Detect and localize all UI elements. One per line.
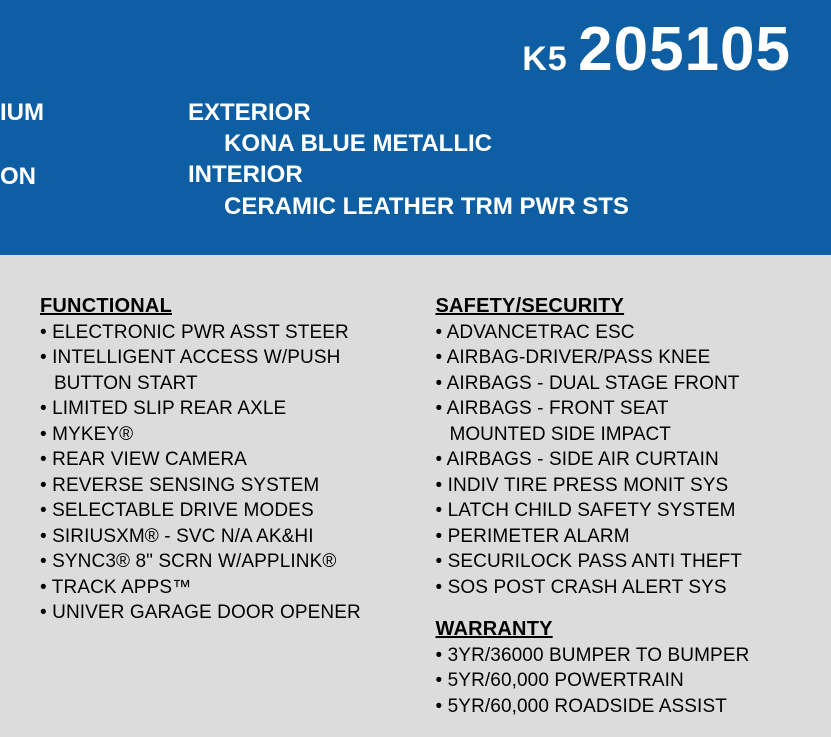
left-column: FUNCTIONAL ELECTRONIC PWR ASST STEER INT… [40,295,436,737]
list-item: ADVANCETRAC ESC [436,320,831,345]
list-item: UNIVER GARAGE DOOR OPENER [40,600,436,625]
list-item: 5YR/60,000 POWERTRAIN [436,668,831,693]
header-code-block: K5 205105 [0,10,831,85]
left-cut-text: IUM ON [0,97,188,191]
list-item: REVERSE SENSING SYSTEM [40,473,436,498]
list-item: ELECTRONIC PWR ASST STEER [40,320,436,345]
safety-title: SAFETY/SECURITY [436,295,831,318]
list-item: SELECTABLE DRIVE MODES [40,498,436,523]
list-item: TRACK APPS™ [40,575,436,600]
right-column: SAFETY/SECURITY ADVANCETRAC ESC AIRBAG-D… [436,295,831,737]
list-item: MYKEY® [40,422,436,447]
code-number: 205105 [578,14,791,85]
fragment-line-1: IUM [0,97,188,127]
list-item: PERIMETER ALARM [436,524,831,549]
interior-value: CERAMIC LEATHER TRM PWR STS [224,191,629,222]
list-item-cont: MOUNTED SIDE IMPACT [436,422,831,447]
list-item: SYNC3® 8" SCRN W/APPLINK® [40,549,436,574]
list-item: 3YR/36000 BUMPER TO BUMPER [436,643,831,668]
header-banner: K5 205105 IUM ON EXTERIOR KONA BLUE META… [0,0,831,255]
warranty-section: WARRANTY 3YR/36000 BUMPER TO BUMPER 5YR/… [436,618,831,719]
list-item: INDIV TIRE PRESS MONIT SYS [436,473,831,498]
spec-block: EXTERIOR KONA BLUE METALLIC INTERIOR CER… [188,97,629,222]
list-item: AIRBAGS - FRONT SEAT [436,396,831,421]
functional-title: FUNCTIONAL [40,295,436,318]
list-item: AIRBAGS - SIDE AIR CURTAIN [436,447,831,472]
list-item: SOS POST CRASH ALERT SYS [436,575,831,600]
list-item-cont: BUTTON START [40,371,436,396]
exterior-label: EXTERIOR [188,97,629,128]
interior-label: INTERIOR [188,159,629,190]
list-item: SECURILOCK PASS ANTI THEFT [436,549,831,574]
code-prefix: K5 [522,40,567,79]
functional-section: FUNCTIONAL ELECTRONIC PWR ASST STEER INT… [40,295,436,625]
list-item: INTELLIGENT ACCESS W/PUSH [40,345,436,370]
list-item: LATCH CHILD SAFETY SYSTEM [436,498,831,523]
safety-section: SAFETY/SECURITY ADVANCETRAC ESC AIRBAG-D… [436,295,831,600]
list-item: AIRBAGS - DUAL STAGE FRONT [436,371,831,396]
content-area: FUNCTIONAL ELECTRONIC PWR ASST STEER INT… [0,255,831,737]
header-info: IUM ON EXTERIOR KONA BLUE METALLIC INTER… [0,97,831,222]
fragment-line-2: ON [0,161,188,191]
list-item: LIMITED SLIP REAR AXLE [40,396,436,421]
warranty-title: WARRANTY [436,618,831,641]
list-item: AIRBAG-DRIVER/PASS KNEE [436,345,831,370]
list-item: SIRIUSXM® - SVC N/A AK&HI [40,524,436,549]
list-item: REAR VIEW CAMERA [40,447,436,472]
columns: FUNCTIONAL ELECTRONIC PWR ASST STEER INT… [40,295,831,737]
exterior-value: KONA BLUE METALLIC [224,128,629,159]
list-item: 5YR/60,000 ROADSIDE ASSIST [436,694,831,719]
